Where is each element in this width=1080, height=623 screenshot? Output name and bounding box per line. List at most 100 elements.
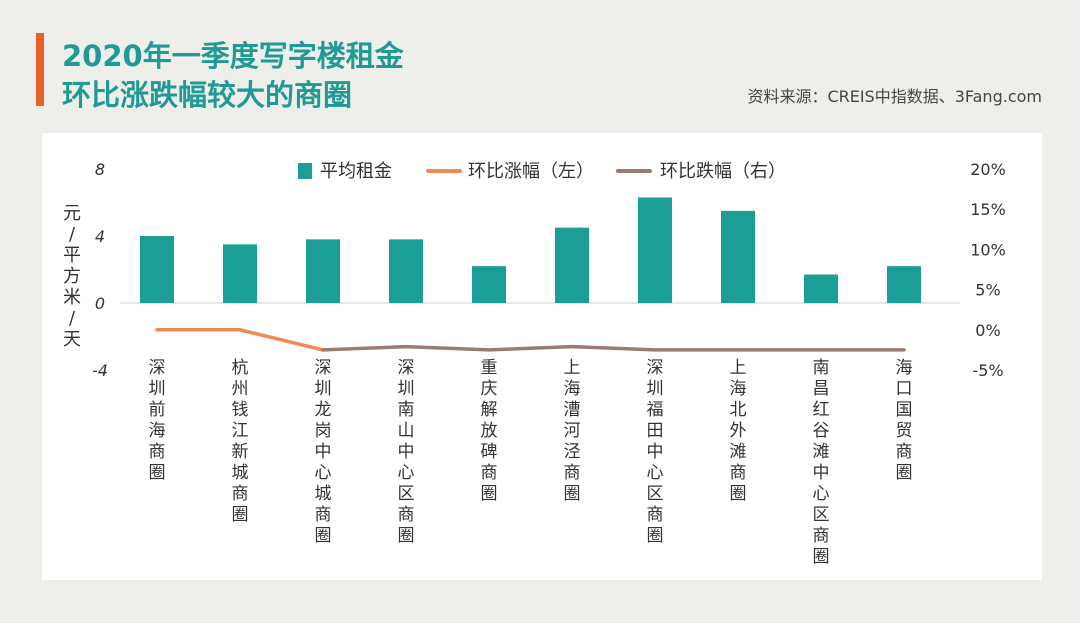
- legend-label-rise: 环比涨幅（左）: [468, 161, 594, 182]
- y-right-tick-label: -5%: [972, 361, 1003, 380]
- bar-7: [721, 210, 755, 303]
- x-tick-label-char: 岗: [315, 421, 332, 441]
- x-tick-label-char: 前: [149, 400, 166, 420]
- x-tick-label-char: 商: [315, 505, 332, 525]
- chart-svg: 840-420%15%10%5%0%-5%元/平方米/天深圳前海商圈杭州钱江新城…: [63, 160, 1006, 567]
- x-tick-label-char: 深: [647, 358, 664, 378]
- y-axis-label-char: 天: [63, 329, 81, 350]
- x-tick-label-char: 海: [149, 421, 166, 441]
- bar-1: [223, 244, 257, 303]
- x-tick-label-char: 中: [315, 442, 332, 462]
- series-line-fall: [321, 344, 906, 352]
- bar-0: [140, 236, 174, 303]
- x-tick-label-char: 钱: [232, 400, 249, 420]
- x-tick-label-char: 心: [315, 463, 332, 483]
- chart-panel: 8 4 0 -4 20% 15% 10% 5% 0% -5% 元 / 平方米 / 天深圳前海商圈杭州钱江新城…: [42, 133, 1042, 580]
- x-tick-label-char: 外: [730, 421, 747, 441]
- y-right-tick-label: 0%: [975, 321, 1000, 340]
- y-axis-label-char: 平: [63, 245, 81, 266]
- x-tick-label-char: 区: [398, 484, 415, 504]
- x-tick-label-char: 圈: [813, 547, 830, 567]
- x-tick-label-char: 商: [647, 505, 664, 525]
- x-tick-label-char: 碑: [481, 442, 498, 462]
- bar-5: [555, 227, 589, 303]
- rise-fall-connector: [238, 328, 325, 352]
- x-tick-label-char: 圈: [647, 526, 664, 546]
- x-tick-label-char: 山: [398, 421, 415, 441]
- x-tick-label-char: 商: [813, 526, 830, 546]
- x-tick-label-char: 区: [813, 505, 830, 525]
- x-tick-label-char: 州: [232, 379, 249, 399]
- x-tick-label-char: 城: [315, 484, 332, 504]
- x-tick-label-char: 泾: [564, 442, 581, 462]
- x-tick-label-char: 谷: [813, 421, 830, 441]
- y-right-tick-label: 10%: [970, 240, 1006, 259]
- x-tick-label-char: 商: [481, 463, 498, 483]
- x-tick-label-char: 口: [896, 379, 913, 399]
- x-tick-label-char: 放: [481, 421, 498, 441]
- x-tick-label-char: 红: [813, 400, 830, 420]
- x-tick-label-char: 圈: [315, 526, 332, 546]
- source-note: 资料来源：CREIS中指数据、3Fang.com: [747, 87, 1042, 106]
- x-tick-label-char: 商: [564, 463, 581, 483]
- x-tick-label-char: 国: [896, 400, 913, 420]
- y-right-tick-label: 20%: [970, 160, 1006, 179]
- x-tick-label-char: 海: [896, 358, 913, 378]
- x-tick-label-char: 庆: [481, 379, 498, 399]
- x-tick-label-char: 河: [564, 421, 581, 441]
- x-tick-label-char: 心: [647, 463, 664, 483]
- x-tick-label-char: 南: [813, 358, 830, 378]
- x-tick-label-char: 漕: [564, 400, 581, 420]
- x-tick-label-char: 滩: [813, 442, 830, 462]
- x-tick-label-char: 圈: [564, 484, 581, 504]
- y-axis-label-char: 元: [63, 203, 81, 224]
- x-tick-label-char: 区: [647, 484, 664, 504]
- x-tick-label-char: 圈: [481, 484, 498, 504]
- title-accent-bar: [36, 33, 44, 106]
- bar-6: [638, 197, 672, 303]
- x-tick-label-char: 商: [232, 484, 249, 504]
- x-tick-label-char: 滩: [730, 442, 747, 462]
- y-right-tick-label: 15%: [970, 200, 1006, 219]
- chart-title-line2: 环比涨跌幅较大的商圈: [62, 78, 353, 112]
- x-tick-label-char: 圳: [315, 379, 332, 399]
- x-tick-label-char: 圳: [647, 379, 664, 399]
- y-axis-label-char: 方: [63, 266, 81, 287]
- x-tick-label-char: 龙: [315, 400, 332, 420]
- bar-3: [389, 239, 423, 303]
- x-tick-label-char: 深: [149, 358, 166, 378]
- y-right-tick-label: 5%: [975, 281, 1000, 300]
- y-left-tick-label: 4: [95, 227, 105, 246]
- x-tick-label-char: 上: [730, 358, 747, 378]
- x-tick-label-char: 心: [813, 484, 830, 504]
- x-tick-label-char: 海: [730, 379, 747, 399]
- x-tick-label-char: 中: [647, 442, 664, 462]
- x-tick-label-char: 田: [647, 421, 664, 441]
- x-tick-label-char: 江: [232, 421, 249, 441]
- chart-title-line1: 2020年一季度写字楼租金: [62, 39, 404, 73]
- legend-label-fall: 环比跌幅（右）: [660, 161, 786, 182]
- x-tick-label-char: 杭: [232, 358, 249, 378]
- x-tick-label-char: 解: [481, 400, 498, 420]
- y-left-tick-label: 0: [95, 294, 105, 313]
- x-tick-label-char: 圳: [398, 379, 415, 399]
- x-tick-label-char: 城: [232, 463, 249, 483]
- x-tick-label-char: 圈: [149, 463, 166, 483]
- x-tick-label-char: 福: [647, 400, 664, 420]
- x-tick-label-char: 商: [398, 505, 415, 525]
- bar-4: [472, 266, 506, 303]
- x-tick-label-char: 南: [398, 400, 415, 420]
- x-tick-label-char: 圈: [398, 526, 415, 546]
- x-tick-label-char: 昌: [813, 379, 830, 399]
- y-axis-label-char: /: [69, 308, 76, 329]
- x-tick-label-char: 圈: [896, 463, 913, 483]
- x-tick-label-char: 中: [813, 463, 830, 483]
- y-axis-label-char: /: [69, 224, 76, 245]
- legend-swatch-bar: [298, 163, 312, 179]
- x-tick-label-char: 贸: [896, 421, 913, 441]
- x-tick-label-char: 圈: [232, 505, 249, 525]
- x-tick-label-char: 圳: [149, 379, 166, 399]
- x-tick-label-char: 深: [398, 358, 415, 378]
- x-tick-label-char: 重: [481, 358, 498, 378]
- x-tick-label-char: 商: [730, 463, 747, 483]
